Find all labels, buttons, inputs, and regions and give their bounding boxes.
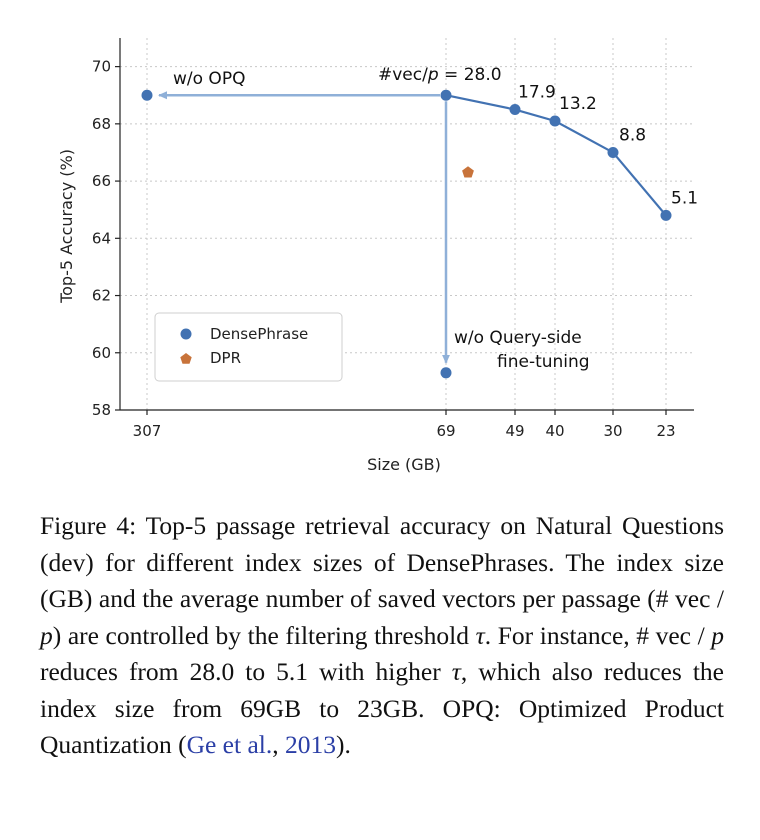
legend: DensePhrase DPR [154, 312, 343, 382]
point-value-label: 17.9 [518, 83, 556, 103]
vec-per-passage-label: #vec/p = 28.0 [378, 65, 502, 85]
point-value-label: 13.2 [559, 94, 597, 114]
caption-var-p-2: p [711, 620, 724, 650]
legend-densephrase-label: DensePhrase [210, 325, 308, 343]
axes [119, 38, 694, 411]
wo-query-label-line2: fine-tuning [497, 352, 590, 372]
x-tick-label: 23 [656, 422, 675, 440]
citation-authors-link[interactable]: Ge et al. [186, 730, 273, 759]
densephrase-point [440, 367, 452, 379]
dpr-point [462, 166, 474, 178]
caption-var-p: p [40, 620, 53, 650]
y-axis-title: Top-5 Accuracy (%) [57, 149, 76, 304]
x-tick-label: 40 [545, 422, 564, 440]
caption-tau-2: τ [451, 657, 461, 686]
densephrase-point [509, 104, 521, 116]
densephrase-point [141, 89, 153, 101]
y-tick-label: 70 [92, 58, 111, 76]
accuracy-vs-size-chart: 58 60 62 64 66 68 70 307 69 49 40 30 23 Size (GB) T… [57, 38, 698, 474]
densephrase-series-line [445, 94, 667, 217]
vec-var-p: p [427, 65, 439, 85]
caption-part-5: , which also reduces the index size from… [40, 657, 724, 759]
vec-suffix: = 28.0 [439, 65, 502, 85]
densephrase-point [660, 209, 672, 221]
y-tick-label: 62 [92, 287, 111, 305]
y-tick-label: 58 [92, 401, 111, 419]
grid [120, 38, 694, 411]
caption-part-3: . For instance, # vec / [484, 620, 712, 650]
vec-prefix: #vec/ [378, 65, 428, 85]
citation-separator: , [272, 730, 285, 759]
caption-part-1: Figure 4: Top-5 passage retrieval accura… [40, 511, 724, 613]
y-tick-label: 60 [92, 344, 111, 362]
caption-part-4: reduces from 28.0 to 5.1 with higher [40, 657, 452, 686]
x-tick-label: 69 [436, 422, 455, 440]
point-value-label: 8.8 [619, 125, 646, 145]
wo-opq-label: w/o OPQ [173, 69, 245, 89]
figure-caption: Figure 4: Top-5 passage retrieval accura… [40, 508, 724, 764]
citation-year-link[interactable]: 2013 [285, 730, 336, 759]
x-tick-label: 307 [133, 422, 162, 440]
densephrase-point [549, 115, 561, 127]
wo-query-label-line1: w/o Query-side [454, 328, 582, 348]
y-tick-label: 68 [92, 115, 111, 133]
densephrase-point [607, 146, 619, 158]
caption-part-2: ) are controlled by the filtering thresh… [52, 620, 476, 650]
legend-densephrase-marker [180, 328, 192, 340]
x-tick-label: 49 [505, 422, 524, 440]
point-value-label: 5.1 [671, 188, 698, 208]
x-axis-title: Size (GB) [367, 455, 441, 474]
y-tick-label: 66 [92, 172, 111, 190]
y-tick-label: 64 [92, 229, 111, 247]
caption-part-6: ). [336, 730, 351, 759]
legend-dpr-marker [180, 353, 192, 364]
x-tick-label: 30 [603, 422, 622, 440]
densephrase-point [440, 89, 452, 101]
legend-dpr-label: DPR [210, 349, 241, 367]
legend-box [154, 312, 343, 382]
caption-tau: τ [475, 620, 485, 650]
